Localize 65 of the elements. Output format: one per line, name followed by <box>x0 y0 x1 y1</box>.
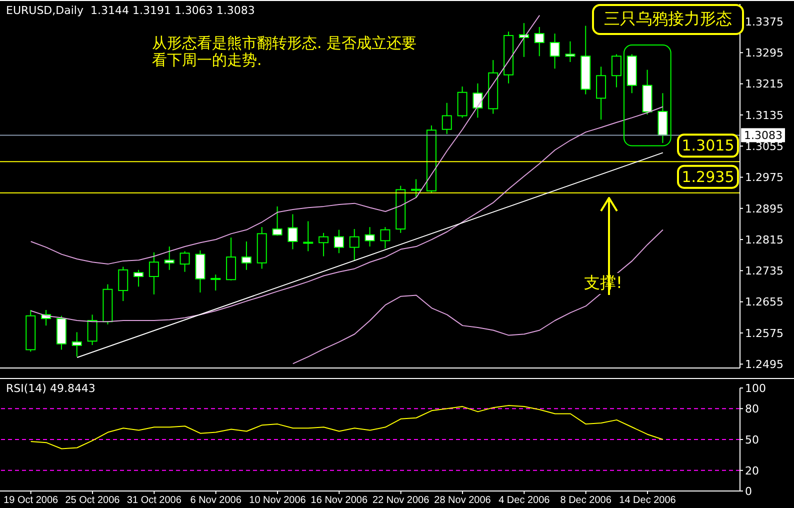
candlestick <box>534 26 544 57</box>
chart-title: EURUSD,Daily 1.3144 1.3191 1.3063 1.3083 <box>6 4 255 17</box>
line-series <box>292 229 664 364</box>
y-tick-label: 80 <box>745 402 759 416</box>
candlestick <box>180 250 190 272</box>
y-tick-label: 1.3375 <box>745 15 784 28</box>
x-tick-label: 28 Nov 2006 <box>434 495 492 506</box>
annotation: 从形态看是熊市翻转形态. 是否成立还要看下周一的走势. <box>152 34 418 69</box>
ref-line-label: 1.3083 <box>744 129 782 142</box>
candlestick <box>210 274 221 292</box>
x-tick-label: 19 Oct 2006 <box>4 495 59 506</box>
candlestick <box>148 252 159 295</box>
candlestick <box>565 40 576 63</box>
x-tick-label: 6 Nov 2006 <box>190 495 242 506</box>
candlestick <box>303 220 314 252</box>
candlestick <box>118 266 128 302</box>
line-series <box>30 14 540 265</box>
candlestick <box>349 228 360 262</box>
candlestick <box>164 246 174 270</box>
y-tick-label: 1.2735 <box>745 264 784 278</box>
x-tick-label: 14 Dec 2006 <box>619 495 676 506</box>
y-tick-label: 20 <box>745 464 759 478</box>
y-tick-label: 1.2575 <box>745 326 784 340</box>
candlestick <box>272 206 282 236</box>
candlestick <box>380 226 390 249</box>
y-tick-label: 1.3055 <box>745 140 784 153</box>
y-tick-label: 1.3135 <box>745 108 784 122</box>
ref-line-label: 1.2935 <box>682 168 734 186</box>
y-tick-label: 1.2815 <box>745 233 784 246</box>
candlestick <box>457 86 468 118</box>
y-tick-label: 1.2655 <box>745 296 784 309</box>
candlestick <box>288 214 298 250</box>
x-tick-label: 16 Nov 2006 <box>310 495 368 506</box>
candlestick <box>334 229 344 254</box>
candlestick <box>411 178 422 198</box>
x-tick-label: 10 Nov 2006 <box>249 495 306 506</box>
y-tick-label: 1.3215 <box>745 78 784 91</box>
candlestick <box>87 314 98 346</box>
x-tick-label: 22 Nov 2006 <box>372 495 430 506</box>
x-tick-label: 25 Oct 2006 <box>65 495 120 506</box>
candlestick <box>550 33 560 70</box>
candlestick <box>364 226 375 248</box>
candlestick <box>318 232 329 257</box>
candlestick <box>596 66 606 120</box>
y-tick-label: 1.2495 <box>745 358 784 372</box>
candlestick <box>472 82 483 118</box>
candlestick <box>611 54 622 88</box>
x-tick-label: 31 Oct 2006 <box>126 495 182 506</box>
ref-line-label: 1.3015 <box>682 136 734 155</box>
x-tick-label: 4 Dec 2006 <box>498 495 550 506</box>
y-tick-label: 50 <box>745 433 759 446</box>
candlestick <box>658 92 668 144</box>
y-tick-label: 0 <box>745 484 752 498</box>
y-tick-label: 1.2975 <box>745 171 784 184</box>
candlestick <box>442 102 452 135</box>
chart-title: RSI(14) 49.8443 <box>6 382 96 395</box>
line-series <box>30 405 664 450</box>
candlestick <box>134 269 144 288</box>
y-tick-label: 1.2895 <box>745 202 784 216</box>
y-tick-label: 100 <box>745 382 766 395</box>
annotation: 三只乌鸦接力形态 <box>592 4 744 35</box>
candlestick <box>226 237 236 281</box>
x-tick-label: 8 Dec 2006 <box>560 495 612 506</box>
y-tick-label: 1.3295 <box>745 46 784 60</box>
candlestick <box>241 240 252 270</box>
